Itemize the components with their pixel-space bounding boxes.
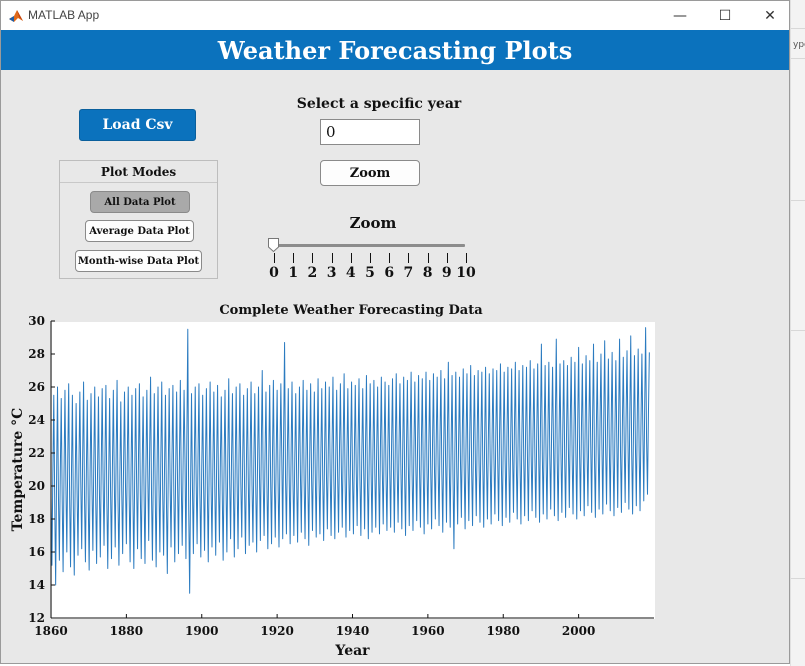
plot-modes-panel: Plot Modes All Data Plot Average Data Pl… — [59, 160, 218, 279]
zoom-slider-tick-label: 0 — [269, 265, 279, 281]
y-tick-label: 28 — [28, 347, 45, 361]
minimize-icon: — — [673, 7, 687, 24]
plot-modes-title: Plot Modes — [60, 161, 217, 183]
zoom-slider-tick-label: 10 — [456, 265, 476, 281]
zoom-slider-tick-label: 4 — [345, 265, 356, 281]
y-tick-label: 20 — [28, 479, 45, 493]
x-tick-label: 1980 — [487, 624, 520, 638]
zoom-slider-tick — [389, 253, 391, 263]
zoom-slider-tick-label: 6 — [384, 265, 395, 281]
matlab-app-window: MATLAB App — ☐ ✕ Weather Forecasting Plo… — [0, 0, 790, 664]
y-axis-label: Temperature °C — [10, 408, 26, 532]
load-csv-button[interactable]: Load Csv — [79, 109, 196, 141]
x-tick-label: 1900 — [185, 624, 218, 638]
y-tick-label: 16 — [28, 545, 45, 559]
zoom-slider-tick-label: 5 — [365, 265, 375, 281]
y-tick-label: 30 — [28, 314, 45, 328]
title-bar: MATLAB App — ☐ ✕ — [1, 1, 789, 30]
y-tick-label: 12 — [28, 611, 45, 625]
minimize-button[interactable]: — — [657, 1, 703, 30]
x-tick-label: 1960 — [411, 624, 444, 638]
matlab-logo-icon — [9, 10, 23, 22]
close-button[interactable]: ✕ — [747, 1, 793, 30]
zoom-slider-thumb[interactable] — [268, 238, 279, 252]
chart-title: Complete Weather Forecasting Data — [219, 303, 483, 318]
zoom-slider-ticks: 0 1 2 3 4 5 6 7 8 9 10 — [261, 253, 481, 287]
zoom-slider-tick-label: 8 — [422, 265, 433, 281]
zoom-slider-tick — [446, 253, 448, 263]
zoom-slider-tick — [466, 253, 467, 263]
x-tick-label: 1860 — [34, 624, 67, 638]
maximize-button[interactable]: ☐ — [702, 1, 748, 30]
x-axis-label: Year — [334, 643, 370, 659]
y-tick-label: 22 — [28, 446, 45, 460]
all-data-plot-button[interactable]: All Data Plot — [90, 191, 190, 213]
zoom-slider-tick — [370, 253, 371, 263]
background-app-fragment: ype — [793, 40, 805, 50]
close-icon: ✕ — [764, 7, 776, 24]
window-title: MATLAB App — [28, 8, 100, 22]
header-title: Weather Forecasting Plots — [217, 35, 573, 65]
zoom-slider-tick — [350, 253, 352, 263]
month-wise-data-plot-button[interactable]: Month-wise Data Plot — [75, 250, 202, 272]
zoom-slider-track[interactable] — [273, 244, 465, 247]
y-tick-label: 18 — [28, 512, 45, 526]
zoom-button[interactable]: Zoom — [320, 160, 420, 186]
zoom-slider-tick — [408, 253, 410, 263]
y-tick-label: 24 — [28, 413, 45, 427]
y-tick-label: 26 — [28, 380, 45, 394]
y-tick-label: 14 — [28, 578, 45, 592]
temperature-line-chart: 12 14 16 18 20 22 24 26 28 30 1860 1880 1900 1920 1940… — [10, 314, 654, 659]
zoom-slider-tick-label: 9 — [441, 265, 452, 281]
zoom-slider-tick — [331, 253, 333, 263]
zoom-slider-tick-label: 2 — [307, 265, 318, 281]
zoom-slider-tick-label: 1 — [288, 265, 299, 281]
zoom-slider-label: Zoom — [349, 214, 397, 232]
zoom-slider-tick — [427, 253, 429, 263]
average-data-plot-button[interactable]: Average Data Plot — [85, 220, 194, 242]
temperature-series-line — [50, 327, 650, 594]
x-tick-label: 1940 — [336, 624, 369, 638]
x-tick-label: 1880 — [110, 624, 143, 638]
year-input[interactable]: 0 — [320, 119, 420, 145]
background-app-strip: ype — [790, 0, 805, 666]
zoom-slider-tick — [312, 253, 314, 263]
year-label: Select a specific year — [296, 96, 462, 112]
app-header: Weather Forecasting Plots — [1, 30, 789, 70]
x-tick-label: 1920 — [260, 624, 293, 638]
x-tick-label: 2000 — [562, 624, 595, 638]
zoom-slider-tick-label: 3 — [326, 265, 337, 281]
zoom-slider-tick — [293, 253, 295, 263]
zoom-slider-tick-label: 7 — [403, 265, 414, 281]
zoom-slider-tick — [274, 253, 275, 263]
maximize-icon: ☐ — [718, 7, 732, 24]
